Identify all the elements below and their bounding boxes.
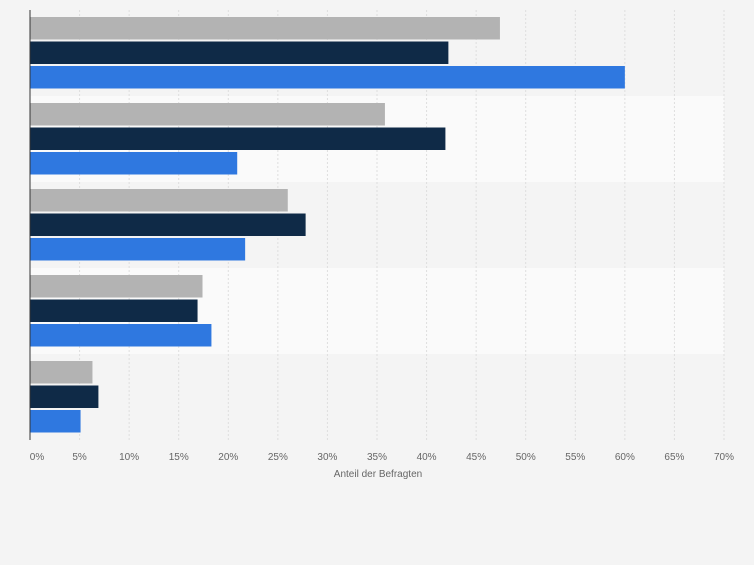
x-tick-label-20: 20% [218,452,238,463]
x-tick-label-65: 65% [664,452,684,463]
bar-5-series-1[interactable] [30,361,93,384]
x-tick-label-30: 30% [317,452,337,463]
bar-4-series-2[interactable] [30,299,198,323]
x-tick-label-10: 10% [119,452,139,463]
bar-2-series-3[interactable] [30,152,238,175]
bar-3-series-3[interactable] [30,238,246,261]
x-tick-label-45: 45% [466,452,486,463]
bar-2-series-2[interactable] [30,127,446,151]
bar-1-series-3[interactable] [30,66,625,89]
x-tick-label-35: 35% [367,452,387,463]
x-axis-title: Anteil der Befragten [334,469,422,480]
x-tick-label-0: 0% [30,452,45,463]
bar-5-series-2[interactable] [30,385,99,409]
x-tick-label-5: 5% [72,452,87,463]
bars [30,17,625,433]
bar-1-series-1[interactable] [30,17,500,40]
x-tick-label-55: 55% [565,452,585,463]
bar-2-series-1[interactable] [30,103,385,126]
axes: 0% 5% 10% 15% 20% 25% 30% 35% 40% 45% 50% 55% 60% 65%… [29,10,734,463]
bar-1-series-2[interactable] [30,41,449,65]
bar-4-series-1[interactable] [30,275,203,298]
bar-3-series-2[interactable] [30,213,306,237]
bar-4-series-3[interactable] [30,324,212,347]
x-tick-label-25: 25% [268,452,288,463]
x-tick-label-70: 70% [714,452,734,463]
x-tick-label-40: 40% [417,452,437,463]
x-tick-label-15: 15% [169,452,189,463]
x-tick-label-60: 60% [615,452,635,463]
category-band-5 [30,354,724,440]
bar-3-series-1[interactable] [30,189,288,212]
bar-5-series-3[interactable] [30,410,81,433]
x-tick-label-50: 50% [516,452,536,463]
